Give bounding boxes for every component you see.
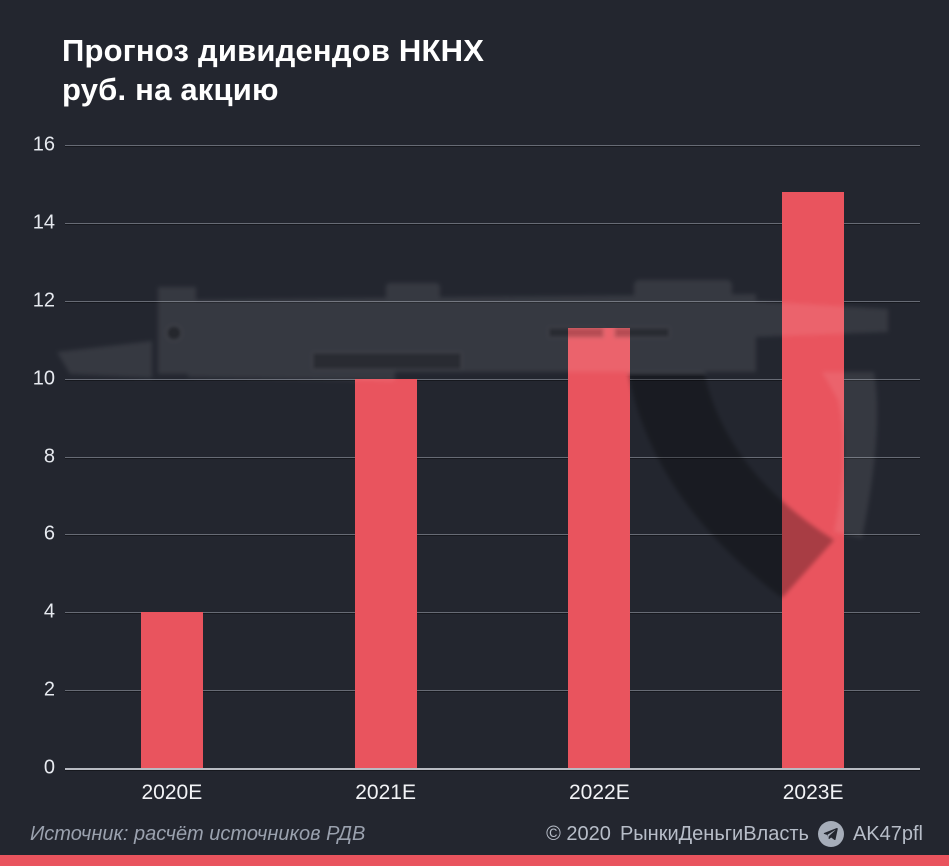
y-tick-label-4: 4 [43, 600, 55, 623]
gridline-6 [65, 534, 920, 536]
y-tick-label-2: 2 [43, 678, 55, 701]
y-tick-label-12: 12 [32, 289, 55, 312]
bar-2023E [782, 191, 845, 768]
chart-title: Прогноз дивидендов НКНХ руб. на акцию [62, 31, 484, 109]
bar-2022E [568, 328, 631, 768]
gridline-8 [65, 456, 920, 458]
gridline-0 [65, 768, 920, 770]
bar-2021E [354, 378, 417, 768]
bar-2020E [140, 612, 203, 768]
gridline-2 [65, 690, 920, 692]
y-tick-label-0: 0 [43, 756, 55, 779]
gridline-4 [65, 612, 920, 614]
y-tick-label-6: 6 [43, 522, 55, 545]
source-note: Источник: расчёт источников РДВ [30, 822, 366, 845]
gridline-14 [65, 222, 920, 224]
brand-name: РынкиДеньгиВласть [619, 822, 809, 845]
copyright-text: © 2020 [546, 822, 611, 845]
gridline-12 [65, 300, 920, 302]
bottom-accent-strip [0, 855, 949, 866]
y-tick-label-14: 14 [32, 211, 55, 234]
x-tick-label-2021E: 2021E [355, 781, 416, 804]
y-tick-label-8: 8 [43, 445, 55, 467]
y-tick-label-10: 10 [32, 367, 55, 390]
gridline-10 [65, 378, 920, 380]
chart-title-line1: Прогноз дивидендов НКНХ [62, 33, 485, 68]
x-tick-label-2020E: 2020E [141, 781, 203, 804]
gridline-16 [65, 145, 920, 146]
chart-title-line2: руб. на акцию [62, 72, 279, 108]
y-tick-label-16: 16 [32, 133, 55, 156]
telegram-handle[interactable]: AK47pfl [852, 822, 923, 845]
x-tick-label-2023E: 2023E [782, 781, 844, 804]
footer: Источник: расчёт источников РДВ © 2020 Р… [0, 813, 949, 855]
telegram-icon[interactable] [817, 821, 844, 847]
x-tick-label-2022E: 2022E [569, 781, 630, 804]
brand-credit[interactable]: © 2020 РынкиДеньгиВласть AK47pfl [546, 821, 923, 847]
